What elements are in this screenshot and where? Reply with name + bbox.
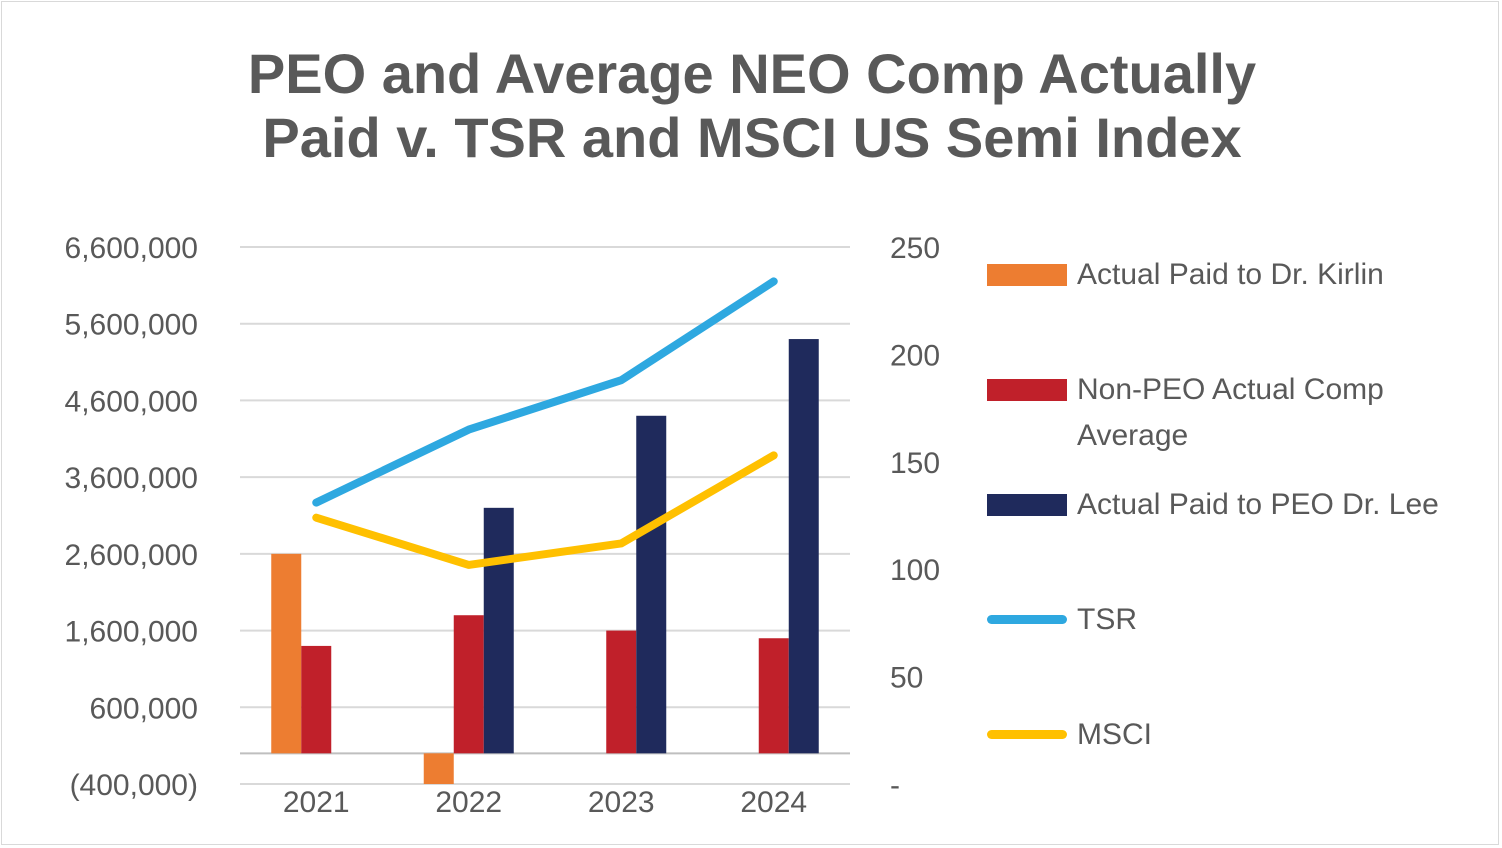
- left-tick-label: 5,600,000: [65, 309, 198, 342]
- legend-label: Actual Paid to PEO Dr. Lee: [1077, 488, 1439, 521]
- series-line-msci: [312, 451, 778, 569]
- bar: [636, 415, 667, 754]
- legend-label: TSR: [1077, 603, 1137, 636]
- right-axis-ticks: 250 200 150 100 50 -: [890, 232, 940, 802]
- x-tick-label: 2024: [740, 786, 807, 819]
- legend-swatch: [987, 494, 1067, 516]
- chart-title-line-2: Paid v. TSR and MSCI US Semi Index: [262, 106, 1242, 169]
- right-tick-label: -: [890, 769, 900, 802]
- legend-item: Actual Paid to Dr. Kirlin: [987, 252, 1457, 298]
- line-series: [312, 277, 778, 569]
- right-tick-label: 100: [890, 554, 940, 587]
- left-axis-ticks: 6,600,000 5,600,000 4,600,000 3,600,000 2,60…: [65, 232, 198, 802]
- left-tick-label: (400,000): [70, 769, 198, 802]
- legend-item: Actual Paid to PEO Dr. Lee: [987, 482, 1457, 528]
- bar: [758, 638, 789, 754]
- bar: [788, 339, 819, 754]
- chart-title: PEO and Average NEO Comp Actually Paid v…: [142, 42, 1362, 170]
- legend-label: Non-PEO Actual Comp Average: [1077, 373, 1384, 452]
- x-tick-label: 2022: [435, 786, 502, 819]
- legend-swatch: [987, 379, 1067, 401]
- left-tick-label: 4,600,000: [65, 385, 198, 418]
- left-tick-label: 3,600,000: [65, 462, 198, 495]
- legend-item: Non-PEO Actual Comp Average: [987, 367, 1457, 459]
- bar: [606, 630, 637, 754]
- legend-swatch: [987, 730, 1067, 739]
- bar: [453, 615, 484, 754]
- x-tick-label: 2021: [283, 786, 350, 819]
- left-tick-label: 6,600,000: [65, 232, 198, 265]
- bar: [483, 507, 514, 754]
- right-tick-label: 200: [890, 339, 940, 372]
- left-tick-label: 2,600,000: [65, 539, 198, 572]
- x-axis-ticks: 2021 2022 2023 2024: [283, 786, 807, 819]
- series-line-tsr: [312, 277, 778, 507]
- bar: [423, 753, 454, 784]
- legend-item: MSCI: [987, 712, 1457, 758]
- x-tick-label: 2023: [588, 786, 655, 819]
- right-tick-label: 50: [890, 662, 923, 695]
- legend-swatch: [987, 615, 1067, 624]
- chart-title-line-1: PEO and Average NEO Comp Actually: [247, 42, 1257, 105]
- left-tick-label: 1,600,000: [65, 616, 198, 649]
- legend-label: MSCI: [1077, 718, 1152, 751]
- bar: [271, 553, 302, 754]
- legend-item: TSR: [987, 597, 1457, 643]
- legend-label: Actual Paid to Dr. Kirlin: [1077, 258, 1384, 291]
- legend-swatch: [987, 264, 1067, 286]
- bar-series: [271, 339, 819, 784]
- gridlines: [240, 246, 850, 785]
- left-tick-label: 600,000: [90, 692, 198, 725]
- bar: [301, 645, 332, 754]
- right-tick-label: 150: [890, 447, 940, 480]
- right-tick-label: 250: [890, 232, 940, 265]
